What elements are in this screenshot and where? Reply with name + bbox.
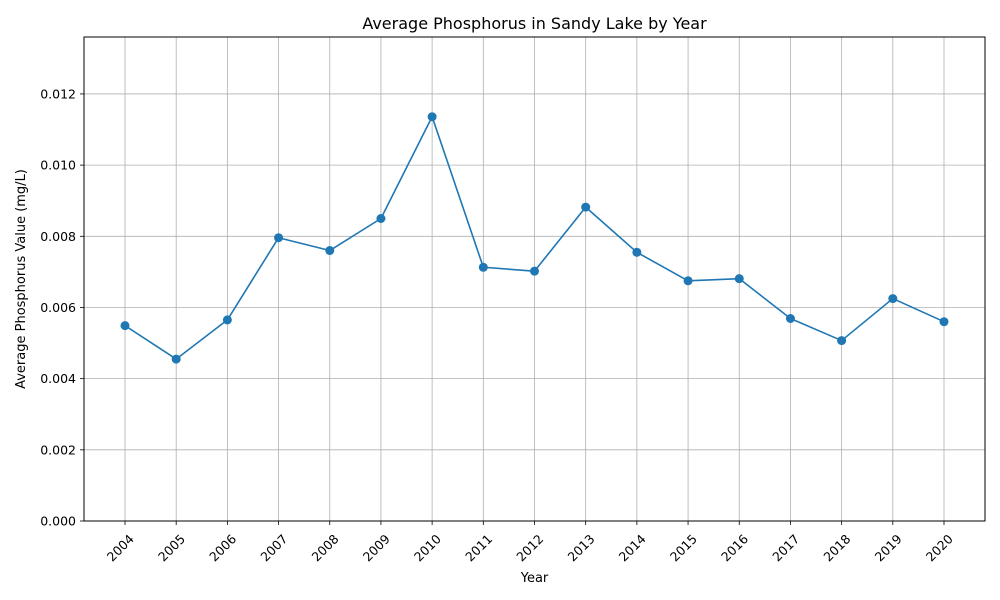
x-tick-label: 2009 bbox=[360, 531, 393, 564]
data-point-2012 bbox=[530, 266, 539, 276]
data-point-2004 bbox=[120, 321, 130, 331]
axis-ticks: 2004 2005 2006 2007 2008 2009 2010 2011 2012 2013… bbox=[40, 86, 956, 564]
x-tick-label: 2004 bbox=[104, 531, 137, 564]
x-tick-label: 2006 bbox=[206, 531, 239, 564]
y-tick-label: 0.000 bbox=[40, 514, 76, 529]
y-tick-label: 0.004 bbox=[40, 371, 76, 386]
y-tick-label: 0.006 bbox=[40, 300, 76, 315]
data-point-2010 bbox=[427, 112, 437, 122]
x-tick-label: 2018 bbox=[820, 531, 853, 564]
x-tick-label: 2016 bbox=[718, 531, 751, 564]
x-tick-label: 2015 bbox=[667, 531, 700, 564]
x-tick-label: 2020 bbox=[923, 531, 956, 564]
data-point-2020 bbox=[939, 317, 949, 327]
data-point-2013 bbox=[581, 202, 591, 212]
x-tick-label: 2019 bbox=[872, 531, 905, 564]
x-tick-label: 2011 bbox=[462, 531, 495, 564]
x-tick-label: 2010 bbox=[411, 531, 444, 564]
data-point-2018 bbox=[837, 336, 847, 346]
x-axis-label: Year bbox=[520, 571, 549, 586]
y-tick-label: 0.012 bbox=[40, 86, 76, 101]
data-point-2014 bbox=[632, 247, 642, 257]
data-point-2008 bbox=[325, 246, 335, 256]
x-tick-label: 2012 bbox=[513, 531, 546, 564]
y-tick-label: 0.010 bbox=[40, 158, 76, 173]
data-point-2005 bbox=[171, 354, 181, 364]
data-point-2011 bbox=[478, 262, 488, 272]
data-point-2007 bbox=[274, 233, 284, 243]
data-point-2019 bbox=[888, 294, 898, 304]
chart-title: Average Phosphorus in Sandy Lake by Year bbox=[362, 14, 707, 33]
x-tick-label: 2014 bbox=[616, 531, 649, 564]
data-point-2015 bbox=[683, 276, 693, 286]
x-tick-label: 2013 bbox=[564, 531, 597, 564]
x-tick-label: 2017 bbox=[769, 531, 802, 564]
data-point-2016 bbox=[734, 274, 744, 284]
y-axis-label: Average Phosphorus Value (mg/L) bbox=[14, 169, 29, 389]
data-point-markers bbox=[120, 112, 949, 364]
data-point-2017 bbox=[785, 314, 795, 324]
x-tick-label: 2007 bbox=[257, 531, 290, 564]
data-point-2009 bbox=[376, 214, 386, 223]
grid-lines bbox=[84, 37, 985, 522]
x-tick-label: 2005 bbox=[155, 531, 188, 564]
y-tick-label: 0.002 bbox=[40, 442, 76, 457]
y-tick-label: 0.008 bbox=[40, 229, 76, 244]
x-tick-label: 2008 bbox=[309, 531, 342, 564]
data-point-2006 bbox=[222, 315, 232, 325]
